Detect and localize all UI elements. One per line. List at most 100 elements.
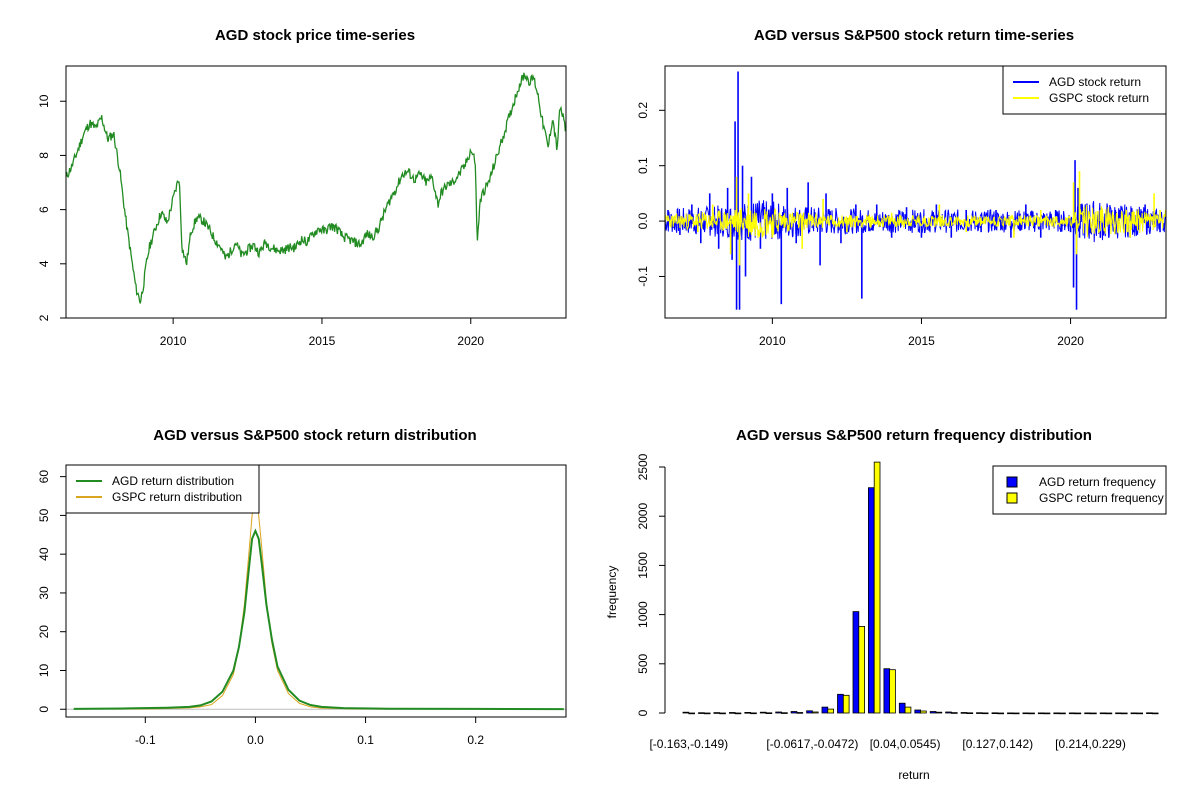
gspc-frequency-bar <box>889 669 896 714</box>
agd-frequency-bar <box>1068 712 1076 715</box>
agd-frequency-bar <box>929 711 937 714</box>
gspc-frequency-bar <box>981 712 989 715</box>
agd-frequency-bar <box>1084 712 1091 715</box>
density-x-tick-label: -0.1 <box>135 733 156 747</box>
price-x-tick-label: 2015 <box>309 334 336 348</box>
gspc-frequency-bar <box>920 710 927 714</box>
histogram-panel: AGD versus S&P500 return frequency distr… <box>605 427 1167 782</box>
density-plot-frame <box>65 464 567 718</box>
agd-frequency-bar <box>914 709 921 714</box>
density-legend-label: GSPC return distribution <box>112 490 242 504</box>
agd-frequency-bar <box>1037 712 1045 715</box>
price-chart-title: AGD stock price time-series <box>215 27 415 44</box>
histogram-y-tick-label: 0 <box>636 709 650 716</box>
histogram-x-axis-label: return <box>898 768 929 782</box>
agd-frequency-bar <box>1022 712 1030 715</box>
agd-frequency-bar <box>713 712 721 714</box>
price-x-tick-label: 2010 <box>160 334 187 348</box>
price-y-tick-label: 8 <box>37 152 51 159</box>
returns-y-tick-label: 0.0 <box>636 212 650 229</box>
histogram-x-tick-label: [-0.163,-0.149) <box>649 737 728 751</box>
returns-x-tick-label: 2010 <box>759 334 786 348</box>
gspc-frequency-bar <box>1105 712 1113 715</box>
agd-frequency-bar <box>1053 712 1061 715</box>
histogram-legend-box <box>992 465 1167 515</box>
agd-frequency-bar <box>744 712 751 714</box>
agd-frequency-bar <box>698 712 705 714</box>
gspc-frequency-bar <box>1121 712 1128 715</box>
histogram-x-tick-label: [-0.0617,-0.0472) <box>766 737 858 751</box>
agd-frequency-bar <box>1099 712 1107 715</box>
density-legend-label: AGD return distribution <box>112 474 234 488</box>
density-y-tick-label: 10 <box>37 663 51 677</box>
gspc-frequency-bar <box>750 712 757 715</box>
density-x-tick-label: 0.2 <box>467 733 484 747</box>
histogram-y-tick-label: 1000 <box>636 601 650 628</box>
returns-plot-area: 2010 2015 2020 -0.1 0.0 0.1 0.2 AGD stock retur… <box>636 65 1167 348</box>
agd-frequency-bar <box>837 693 844 714</box>
gspc-frequency-bar <box>719 712 726 715</box>
histogram-x-tick-label: [0.04,0.0545) <box>870 737 941 751</box>
density-y-tick-label: 30 <box>37 586 51 600</box>
gspc-frequency-bar <box>873 461 881 714</box>
returns-legend-box <box>1002 65 1167 115</box>
agd-frequency-bar <box>775 711 782 714</box>
gspc-frequency-bar <box>904 706 912 714</box>
gspc-frequency-bar <box>1059 712 1066 715</box>
histogram-legend-label: AGD return frequency <box>1039 475 1156 489</box>
returns-legend-label: AGD stock return <box>1049 75 1141 89</box>
agd-frequency-bar <box>682 711 690 714</box>
histogram-legend-swatch <box>1006 492 1018 504</box>
gspc-frequency-bar <box>858 626 865 714</box>
density-y-tick-label: 20 <box>37 625 51 639</box>
gspc-frequency-bar <box>1043 712 1051 715</box>
gspc-frequency-bar <box>951 712 958 714</box>
agd-frequency-bar <box>759 711 767 714</box>
agd-density-line <box>73 528 564 711</box>
agd-frequency-bar <box>1115 712 1122 715</box>
returns-x-tick-label: 2015 <box>908 334 935 348</box>
gspc-frequency-bar <box>734 712 742 715</box>
agd-frequency-bar <box>976 712 983 714</box>
gspc-frequency-bar <box>1012 712 1020 715</box>
gspc-frequency-bar <box>997 712 1004 715</box>
agd-frequency-bar <box>806 710 813 714</box>
price-x-tick-label: 2020 <box>457 334 484 348</box>
histogram-y-tick-label: 2000 <box>636 503 650 530</box>
returns-plot-frame <box>664 65 1167 319</box>
gspc-frequency-bar <box>796 712 804 714</box>
price-y-tick-label: 10 <box>37 94 51 108</box>
histogram-y-tick-label: 2500 <box>636 453 650 480</box>
density-y-tick-label: 60 <box>37 470 51 484</box>
price-y-tick-label: 2 <box>37 314 51 321</box>
histogram-x-tick-label: [0.127,0.142) <box>962 737 1033 751</box>
density-legend-box <box>65 464 260 514</box>
histogram-y-tick-label: 500 <box>636 653 650 673</box>
agd-frequency-bar <box>790 711 798 714</box>
agd-frequency-bar <box>821 706 829 714</box>
histogram-legend-label: GSPC return frequency <box>1039 491 1164 505</box>
density-y-tick-label: 50 <box>37 508 51 522</box>
gspc-frequency-bar <box>966 712 974 714</box>
agd-frequency-bar <box>1130 712 1138 715</box>
histogram-legend-swatch <box>1006 476 1018 488</box>
gspc-density-line <box>112 494 388 710</box>
histogram-chart-title: AGD versus S&P500 return frequency distr… <box>736 427 1092 444</box>
gspc-frequency-bar <box>1136 712 1144 715</box>
gspc-frequency-bar <box>1028 712 1035 715</box>
histogram-y-tick-label: 1500 <box>636 552 650 579</box>
agd-frequency-bar <box>868 487 875 714</box>
density-y-tick-label: 0 <box>37 706 51 713</box>
returns-panel: AGD versus S&P500 stock return time-seri… <box>636 27 1167 348</box>
agd-frequency-bar <box>1146 712 1153 714</box>
agd-frequency-bar <box>960 712 968 714</box>
price-y-tick-label: 6 <box>37 206 51 213</box>
gspc-frequency-bar <box>1074 712 1082 715</box>
agd-return-noise-line <box>664 200 1167 243</box>
agd-frequency-bar <box>883 668 891 714</box>
agd-frequency-bar <box>898 702 906 714</box>
price-line <box>65 72 567 304</box>
density-x-tick-label: 0.1 <box>357 733 374 747</box>
agd-frequency-bar <box>852 611 860 714</box>
